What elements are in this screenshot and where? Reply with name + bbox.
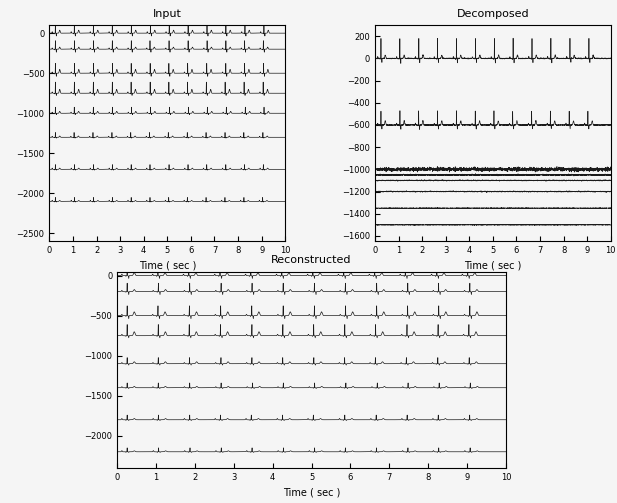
Title: Reconstructed: Reconstructed: [271, 256, 352, 265]
X-axis label: Time ( sec ): Time ( sec ): [464, 261, 521, 271]
Title: Decomposed: Decomposed: [457, 9, 529, 19]
X-axis label: Time ( sec ): Time ( sec ): [139, 261, 196, 271]
X-axis label: Time ( sec ): Time ( sec ): [283, 487, 340, 497]
Title: Input: Input: [153, 9, 182, 19]
